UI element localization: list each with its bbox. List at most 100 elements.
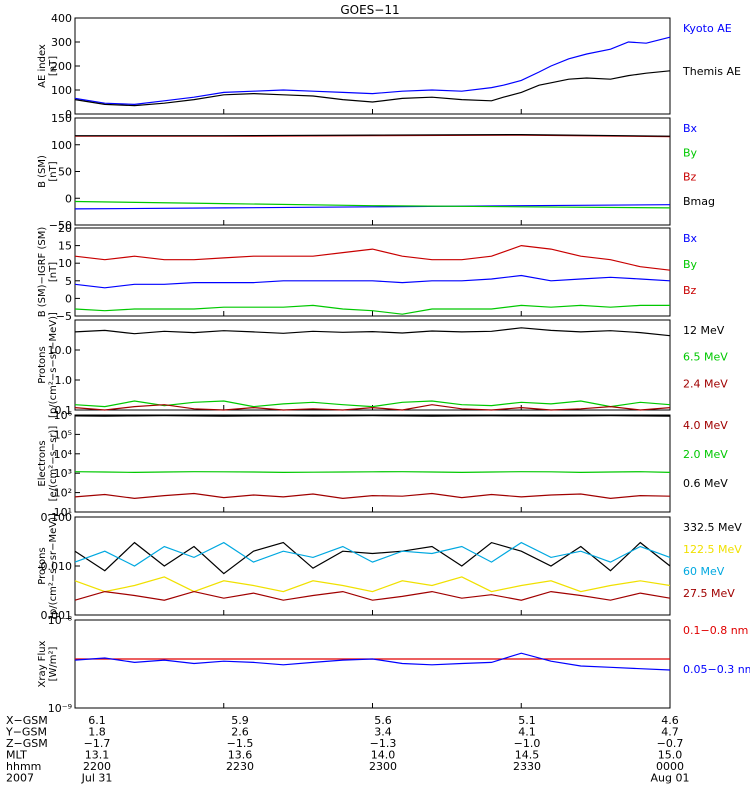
- ephemeris-value: −1.0: [514, 737, 541, 750]
- y-tick-label: 10⁶: [54, 409, 73, 422]
- panel-frame: [74, 117, 671, 226]
- panel-frame: [74, 414, 671, 513]
- y-tick-label: 200: [51, 60, 72, 73]
- ephemeris-value: 5.1: [518, 714, 536, 727]
- ephemeris-value: Aug 01: [651, 772, 690, 785]
- ephemeris-value: 13.1: [85, 749, 110, 762]
- ephemeris-table: X−GSM 6.1 5.9 5.6 5.1 4.6 Y−GSM 1.8 2.6 3.4 4.1 4.7…: [5, 714, 689, 785]
- legend-entry: 122.5 MeV: [683, 543, 742, 556]
- legend-entry: 6.5 MeV: [683, 351, 728, 364]
- legend-entry: 2.0 MeV: [683, 448, 728, 461]
- y-axis-label: Xray Flux: [37, 640, 48, 687]
- ephemeris-value: 14.0: [371, 749, 396, 762]
- y-tick-label: 0.001: [41, 609, 73, 622]
- series-line: [74, 492, 671, 500]
- ephemeris-value: 2200: [83, 760, 111, 773]
- y-axis-label: AE index: [37, 44, 48, 88]
- y-axis-label: [e/(cm²−s−sr)]: [48, 426, 59, 502]
- series-line: [74, 404, 671, 411]
- y-tick-label: 0.100: [41, 511, 73, 524]
- panel-protons_high: 0.001 0.010 0.100 Protons [p/(cm²−s−sr−MeV)]…: [37, 511, 742, 622]
- y-tick-label: 0: [65, 292, 72, 305]
- ephemeris-value: 2300: [369, 760, 397, 773]
- ephemeris-value: 4.1: [518, 726, 536, 739]
- series-line: [74, 70, 671, 107]
- ephemeris-value: 0000: [656, 760, 684, 773]
- legend-entry: Themis AE: [682, 65, 741, 78]
- series-line: [74, 244, 671, 271]
- series-line: [74, 541, 671, 575]
- y-tick-label: 15: [58, 240, 72, 253]
- ephemeris-value: 1.8: [88, 726, 106, 739]
- legend-entry: By: [683, 258, 698, 271]
- y-tick-label: 0.010: [41, 560, 73, 573]
- legend-entry: 0.6 MeV: [683, 477, 728, 490]
- legend-entry: 0.1−0.8 nm: [683, 624, 748, 637]
- ephemeris-value: 6.1: [88, 714, 106, 727]
- y-tick-label: −50: [49, 219, 72, 232]
- y-axis-label: Electrons: [37, 440, 48, 486]
- ephemeris-label: Z−GSM: [6, 737, 48, 750]
- series-line: [74, 590, 671, 601]
- panel-frame: [74, 619, 671, 709]
- series-line: [74, 200, 671, 209]
- y-tick-label: 100: [51, 84, 72, 97]
- series-line: [75, 133, 671, 137]
- ephemeris-value: Jul 31: [81, 772, 113, 785]
- ephemeris-value: −1.3: [370, 737, 397, 750]
- y-axis-label: Protons: [37, 547, 48, 584]
- y-tick-label: 10³: [54, 467, 72, 480]
- legend-entry: 0.05−0.3 nm: [683, 663, 750, 676]
- y-tick-label: 20: [58, 222, 72, 235]
- y-tick-label: 10²: [54, 487, 72, 500]
- legend-entry: 332.5 MeV: [683, 521, 742, 534]
- y-tick-label: 400: [51, 12, 72, 25]
- ephemeris-label: X−GSM: [6, 714, 48, 727]
- y-axis-label: [W/m²]: [48, 646, 59, 681]
- y-axis-label: B (SM): [37, 155, 48, 188]
- panel-xray: 10⁻⁹ 10⁻⁸ Xray Flux [W/m²] 0.1−0.8 nm 0.05−0.…: [37, 614, 750, 715]
- y-tick-label: 0: [65, 108, 72, 121]
- series-line: [74, 327, 671, 337]
- y-tick-label: 10.0: [48, 344, 73, 357]
- panel-frame: [74, 319, 671, 411]
- y-tick-label: 50: [58, 166, 72, 179]
- plot-title: GOES−11: [340, 3, 399, 17]
- panel-b_sm: −50 0 50 100 150 B (SM) [nT] Bx By Bz Bmag: [37, 112, 715, 232]
- y-tick-label: 5: [65, 275, 72, 288]
- y-tick-label: −5: [56, 310, 72, 323]
- y-tick-label: 10¹: [54, 506, 72, 519]
- y-axis-label: [nT]: [48, 161, 59, 181]
- ephemeris-value: 2330: [513, 760, 541, 773]
- ephemeris-value: 5.6: [374, 714, 392, 727]
- y-axis-label: Protons: [37, 346, 48, 383]
- series-line: [74, 36, 671, 106]
- y-axis-label: [nT]: [48, 56, 59, 76]
- panel-frame: [74, 17, 671, 115]
- legend-entry: By: [683, 146, 698, 159]
- ephemeris-value: 13.6: [228, 749, 253, 762]
- ephemeris-value: 14.5: [515, 749, 540, 762]
- y-tick-label: 10⁵: [54, 428, 72, 441]
- legend-entry: Kyoto AE: [683, 22, 732, 35]
- legend-entry: Bmag: [683, 195, 715, 208]
- ephemeris-value: 3.4: [374, 726, 392, 739]
- y-axis-label: [p/(cm²−s−sr−MeV)]: [48, 312, 59, 418]
- y-tick-label: 150: [51, 112, 72, 125]
- panel-frame: [74, 227, 671, 317]
- ephemeris-value: −0.7: [657, 737, 684, 750]
- panel-electrons: 10¹ 10² 10³ 10⁴ 10⁵ 10⁶ Electrons [e/(cm²−s−sr)…: [37, 409, 728, 519]
- y-tick-label: 10⁻⁹: [48, 702, 72, 715]
- y-axis-label: [nT]: [48, 262, 59, 282]
- y-axis-label: B (SM)−IGRF (SM): [37, 227, 48, 318]
- y-tick-label: 10⁻⁸: [48, 614, 73, 627]
- ephemeris-value: 15.0: [658, 749, 683, 762]
- legend-entry: 4.0 MeV: [683, 419, 728, 432]
- ephemeris-value: 2230: [226, 760, 254, 773]
- series-line: [74, 400, 671, 408]
- y-tick-label: 10⁴: [54, 448, 73, 461]
- series-line: [74, 541, 671, 567]
- ephemeris-label: Y−GSM: [5, 726, 47, 739]
